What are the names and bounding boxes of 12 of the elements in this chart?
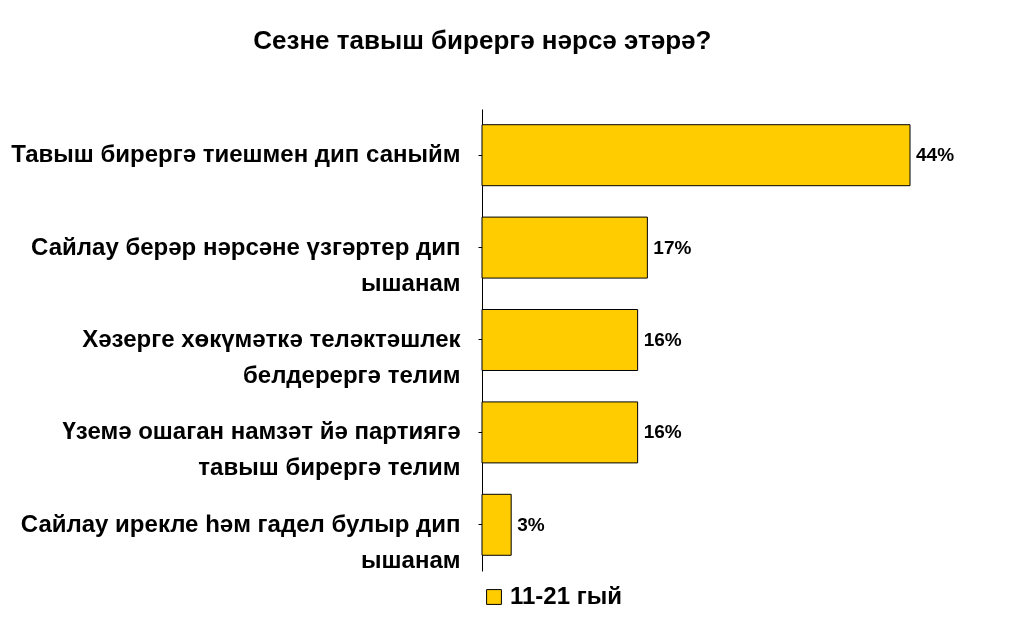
data-label: 17% bbox=[653, 236, 692, 258]
chart-title: Сезне тавыш бирергә нәрсә этәрә? bbox=[253, 25, 712, 55]
y-tick-label: Тавыш бирергә тиешмен дип саныйм bbox=[11, 140, 461, 168]
y-tick-label: Сайлау ирекле һәм гадел булыр дип ышанам bbox=[20, 509, 461, 573]
data-label: 16% bbox=[643, 421, 682, 443]
y-tick-label: Сайлау берәр нәрсәне үзгәртер дип ышанам bbox=[31, 232, 461, 296]
y-tick-label: Хәзерге хөкүмәткә теләктәшлек белдерергә телим bbox=[82, 325, 462, 388]
data-label: 3% bbox=[517, 513, 545, 535]
legend-label: 11-21 гый bbox=[510, 582, 622, 609]
data-label: 44% bbox=[916, 144, 955, 166]
data-label: 16% bbox=[643, 329, 682, 350]
y-tick-label: Үземә ошаган намзәт йә партиягә тавыш бирергә телим bbox=[62, 417, 461, 481]
